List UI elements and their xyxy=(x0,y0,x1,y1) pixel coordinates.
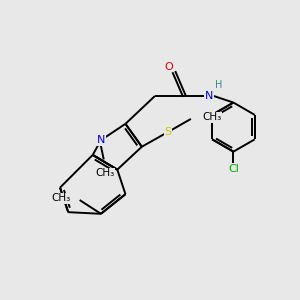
Text: N: N xyxy=(205,91,213,101)
Text: CH₃: CH₃ xyxy=(202,112,222,122)
Text: S: S xyxy=(164,127,172,137)
Text: O: O xyxy=(165,61,173,72)
Text: Cl: Cl xyxy=(228,164,239,174)
Text: CH₃: CH₃ xyxy=(96,168,115,178)
Text: CH₃: CH₃ xyxy=(51,194,70,203)
Text: N: N xyxy=(97,135,105,145)
Text: H: H xyxy=(215,80,222,90)
